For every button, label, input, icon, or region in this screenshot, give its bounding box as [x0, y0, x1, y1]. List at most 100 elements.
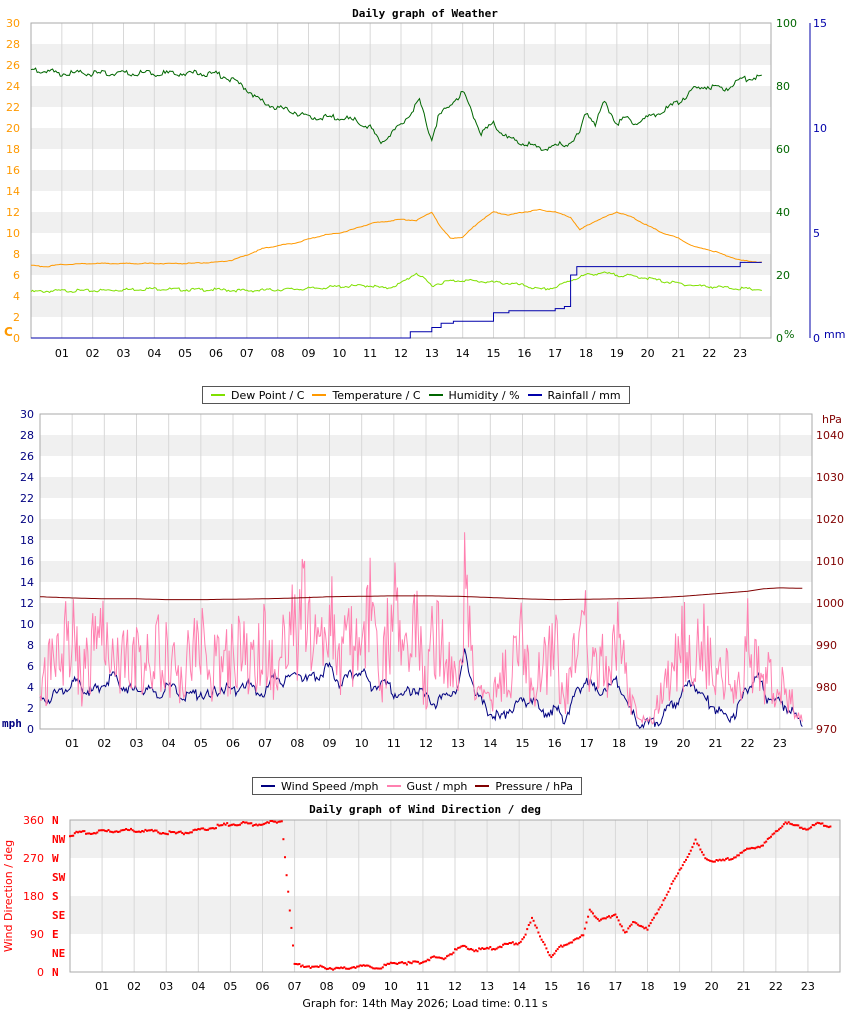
chart3-point	[245, 821, 248, 824]
chart2-ytick-left: 2	[27, 702, 34, 715]
chart3-point	[651, 918, 654, 921]
chart3-point	[686, 856, 689, 858]
chart3-point	[579, 936, 582, 939]
chart3-point	[349, 967, 352, 970]
chart1-ytick-left: 0	[13, 332, 20, 345]
chart3-point	[572, 939, 575, 942]
chart3-point	[128, 829, 131, 832]
chart3-point	[707, 859, 710, 862]
chart3-xtick: 06	[256, 980, 270, 993]
chart3-compass-label: W	[52, 852, 59, 865]
chart3-point	[569, 941, 572, 944]
chart3-point	[535, 926, 538, 929]
chart3-point	[725, 857, 728, 860]
chart3-point	[518, 942, 521, 944]
chart3-point	[208, 827, 211, 830]
chart3-point	[515, 942, 517, 945]
chart1-ytick-left: 2	[13, 311, 20, 324]
chart3-point	[551, 954, 554, 957]
chart3-point	[479, 948, 482, 951]
chart3-point	[269, 820, 272, 822]
chart3-point	[567, 942, 570, 945]
chart3-point	[805, 828, 808, 831]
chart3-point	[149, 829, 152, 832]
chart1-ytick-left: 14	[6, 185, 20, 198]
chart3-point	[601, 917, 604, 920]
chart3-point	[171, 831, 174, 833]
chart3-point	[782, 823, 785, 826]
chart3-point	[810, 826, 813, 829]
chart3-point	[81, 830, 84, 833]
chart3-point	[630, 923, 633, 926]
chart3-point	[375, 967, 378, 970]
chart3-ytick: 180	[23, 890, 44, 903]
chart3-point	[96, 831, 99, 834]
chart1-ytick-left: 26	[6, 59, 20, 72]
legend-swatch	[527, 394, 542, 396]
chart3-point	[664, 897, 667, 900]
chart3-point	[670, 882, 673, 885]
chart3-point	[826, 825, 829, 828]
chart3-point	[404, 962, 407, 965]
chart1-ytick-right1: 20	[776, 269, 790, 282]
chart3-xtick: 04	[191, 980, 205, 993]
chart3-point	[280, 820, 283, 823]
chart3-xtick: 09	[352, 980, 366, 993]
chart3-point	[632, 921, 635, 923]
chart2-frame	[39, 413, 813, 730]
chart3-point	[296, 963, 299, 966]
chart3-point	[251, 824, 254, 827]
chart3-point	[561, 945, 564, 948]
chart2-ytick-left: 16	[20, 555, 34, 568]
chart3-point	[773, 832, 776, 835]
chart3-point	[713, 860, 716, 863]
chart3-point	[571, 941, 574, 944]
chart3-point	[216, 823, 219, 826]
chart3-point	[227, 824, 230, 827]
chart3-point	[556, 948, 559, 951]
chart3-point	[823, 824, 825, 827]
chart1-xtick: 23	[733, 347, 747, 360]
chart3-point	[811, 824, 814, 826]
chart3-point	[327, 967, 330, 970]
chart3-point	[742, 849, 745, 852]
chart3-xtick: 15	[544, 980, 558, 993]
chart3-point	[346, 967, 349, 970]
chart3-point	[207, 828, 209, 831]
chart3-point	[521, 938, 524, 941]
chart3-point	[505, 942, 508, 945]
chart3-point	[328, 967, 331, 970]
chart3-point	[492, 948, 495, 950]
chart1-ytick-right2: 15	[813, 17, 827, 30]
chart3-point	[818, 822, 821, 825]
chart1-ytick-left: 18	[6, 143, 20, 156]
chart3-point	[694, 838, 697, 841]
chart3-point	[816, 821, 819, 824]
chart3-point	[789, 822, 792, 825]
chart3-point	[739, 851, 742, 854]
legend-label: Wind Speed /mph	[281, 779, 379, 793]
chart3-point	[537, 931, 540, 934]
chart1-series-line	[30, 271, 762, 294]
chart3-point	[760, 844, 763, 847]
chart3-point	[741, 851, 744, 854]
chart3-point	[429, 956, 432, 959]
legend-label: Pressure / hPa	[495, 779, 573, 793]
chart3-point	[190, 831, 193, 834]
chart3-point	[88, 832, 91, 835]
chart3-xtick: 12	[448, 980, 462, 993]
chart1-xtick: 04	[147, 347, 161, 360]
chart3-point	[447, 954, 450, 957]
chart3-point	[150, 828, 153, 831]
chart3-point	[588, 908, 591, 911]
chart3-point	[152, 830, 155, 833]
chart3-point	[378, 967, 381, 970]
chart3-point	[415, 960, 418, 963]
chart3-point	[558, 946, 561, 948]
chart3-point	[370, 966, 373, 969]
chart3-xtick: 02	[127, 980, 141, 993]
chart3-point	[221, 824, 224, 827]
chart3-point	[802, 827, 805, 830]
chart3-point	[770, 835, 772, 838]
chart3-point	[357, 965, 360, 968]
